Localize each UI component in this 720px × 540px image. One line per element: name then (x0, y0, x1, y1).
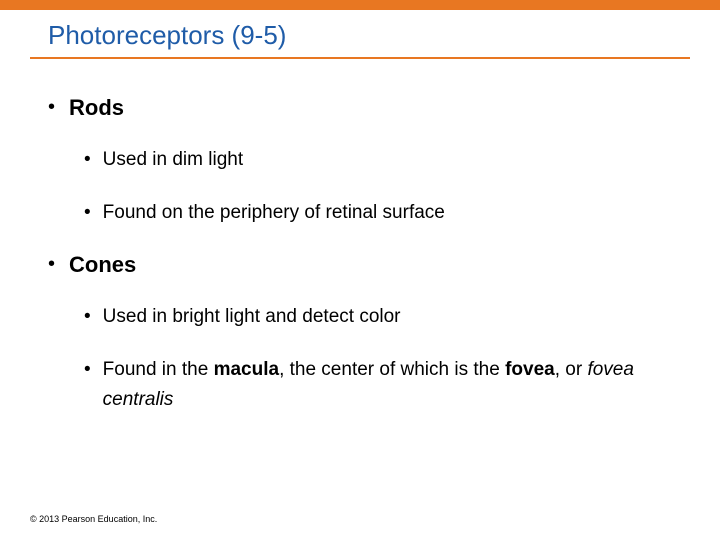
level2-item: • Found in the macula, the center of whic… (84, 355, 672, 414)
slide-title: Photoreceptors (9-5) (0, 10, 720, 57)
level2-text: Used in bright light and detect color (103, 302, 401, 331)
level2-item: • Found on the periphery of retinal surfa… (84, 198, 672, 227)
level2-text: Found on the periphery of retinal surfac… (103, 198, 445, 227)
level2-item: • Used in dim light (84, 145, 672, 174)
level1-item: • Cones (48, 252, 672, 278)
accent-top-bar (0, 0, 720, 10)
bullet-l2: • (84, 145, 91, 174)
slide-content: • Rods • Used in dim light • Found on the per… (0, 59, 720, 414)
level1-item: • Rods (48, 95, 672, 121)
level2-text: Found in the macula, the center of which… (103, 355, 672, 414)
level2-item: • Used in bright light and detect color (84, 302, 672, 331)
level1-label: Rods (69, 95, 124, 121)
bullet-l2: • (84, 198, 91, 227)
bullet-l1: • (48, 95, 55, 119)
copyright-footer: © 2013 Pearson Education, Inc. (30, 514, 157, 524)
level2-text: Used in dim light (103, 145, 243, 174)
bullet-l2: • (84, 302, 91, 331)
bullet-l1: • (48, 252, 55, 276)
level1-label: Cones (69, 252, 136, 278)
bullet-l2: • (84, 355, 91, 384)
